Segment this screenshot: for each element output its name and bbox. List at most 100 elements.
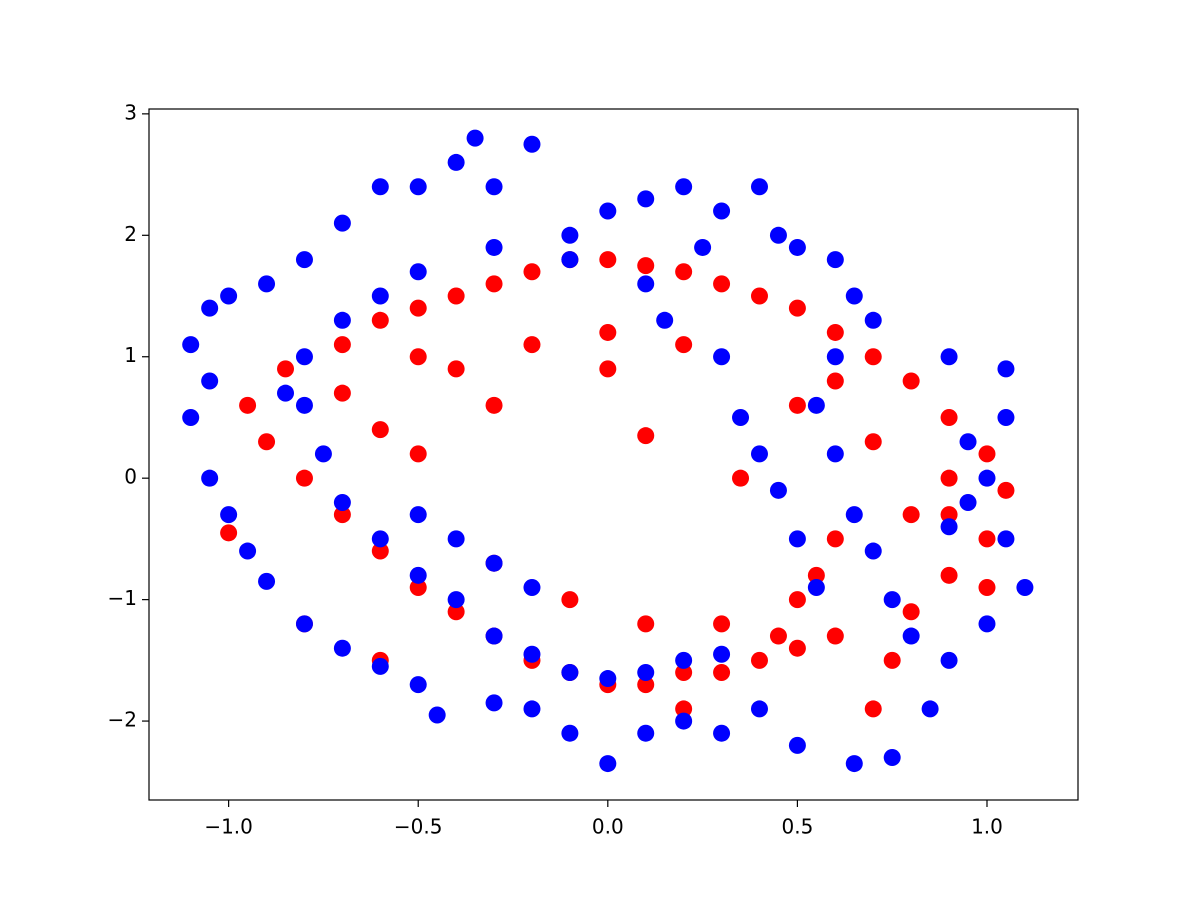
point [883, 591, 901, 609]
point [371, 421, 389, 439]
point [750, 700, 768, 718]
point [902, 627, 920, 645]
point [675, 178, 693, 196]
point [769, 481, 787, 499]
point [713, 663, 731, 681]
point [807, 396, 825, 414]
x-tick-label: 0.5 [781, 815, 813, 839]
point [769, 226, 787, 244]
y-tick-label: 0 [124, 465, 137, 489]
point [447, 287, 465, 305]
point [713, 724, 731, 742]
point [902, 372, 920, 390]
point [599, 251, 617, 269]
point [826, 445, 844, 463]
point [637, 257, 655, 275]
point [599, 202, 617, 220]
point [599, 360, 617, 378]
point [295, 251, 313, 269]
point [295, 348, 313, 366]
point [333, 336, 351, 354]
point [599, 323, 617, 341]
point [940, 566, 958, 584]
point [599, 670, 617, 688]
point [447, 591, 465, 609]
point [864, 311, 882, 329]
point [277, 360, 295, 378]
point [750, 287, 768, 305]
point [637, 724, 655, 742]
point [258, 572, 276, 590]
point [239, 396, 257, 414]
point [371, 287, 389, 305]
x-tick-label: −1.0 [204, 815, 253, 839]
point [523, 578, 541, 596]
point [788, 238, 806, 256]
point [201, 372, 219, 390]
point [371, 311, 389, 329]
y-tick-label: 3 [124, 100, 137, 124]
point [201, 299, 219, 317]
point [258, 433, 276, 451]
point [959, 433, 977, 451]
series [220, 251, 1015, 718]
point [239, 542, 257, 560]
point [561, 663, 579, 681]
point [788, 591, 806, 609]
point [333, 506, 351, 524]
point [864, 700, 882, 718]
y-tick-label: −1 [108, 586, 137, 610]
point [485, 396, 503, 414]
point [523, 700, 541, 718]
point [675, 651, 693, 669]
point [637, 427, 655, 445]
point [940, 651, 958, 669]
point [921, 700, 939, 718]
point [997, 530, 1015, 548]
point [371, 657, 389, 675]
point [428, 706, 446, 724]
point [883, 651, 901, 669]
series [182, 129, 1034, 773]
point [978, 578, 996, 596]
point [940, 518, 958, 536]
point [561, 226, 579, 244]
x-tick-label: 1.0 [971, 815, 1003, 839]
point [447, 153, 465, 171]
point [750, 651, 768, 669]
point [656, 311, 674, 329]
x-tick-label: −0.5 [394, 815, 443, 839]
point [788, 396, 806, 414]
point [371, 542, 389, 560]
point [978, 445, 996, 463]
y-tick-label: 1 [124, 343, 137, 367]
point [675, 336, 693, 354]
point [826, 372, 844, 390]
point [845, 287, 863, 305]
point [485, 238, 503, 256]
point [637, 663, 655, 681]
point [523, 645, 541, 663]
point [447, 603, 465, 621]
point [826, 251, 844, 269]
point [485, 554, 503, 572]
y-tick-label: 2 [124, 222, 137, 246]
point [182, 408, 200, 426]
point [561, 251, 579, 269]
point [637, 275, 655, 293]
point [447, 360, 465, 378]
point [694, 238, 712, 256]
plot-frame [148, 108, 1079, 801]
point [750, 445, 768, 463]
point [732, 408, 750, 426]
point [485, 694, 503, 712]
point [940, 469, 958, 487]
point [807, 578, 825, 596]
point [978, 615, 996, 633]
point [220, 524, 238, 542]
point [978, 530, 996, 548]
point [371, 178, 389, 196]
point [314, 445, 332, 463]
point [409, 445, 427, 463]
point [333, 639, 351, 657]
